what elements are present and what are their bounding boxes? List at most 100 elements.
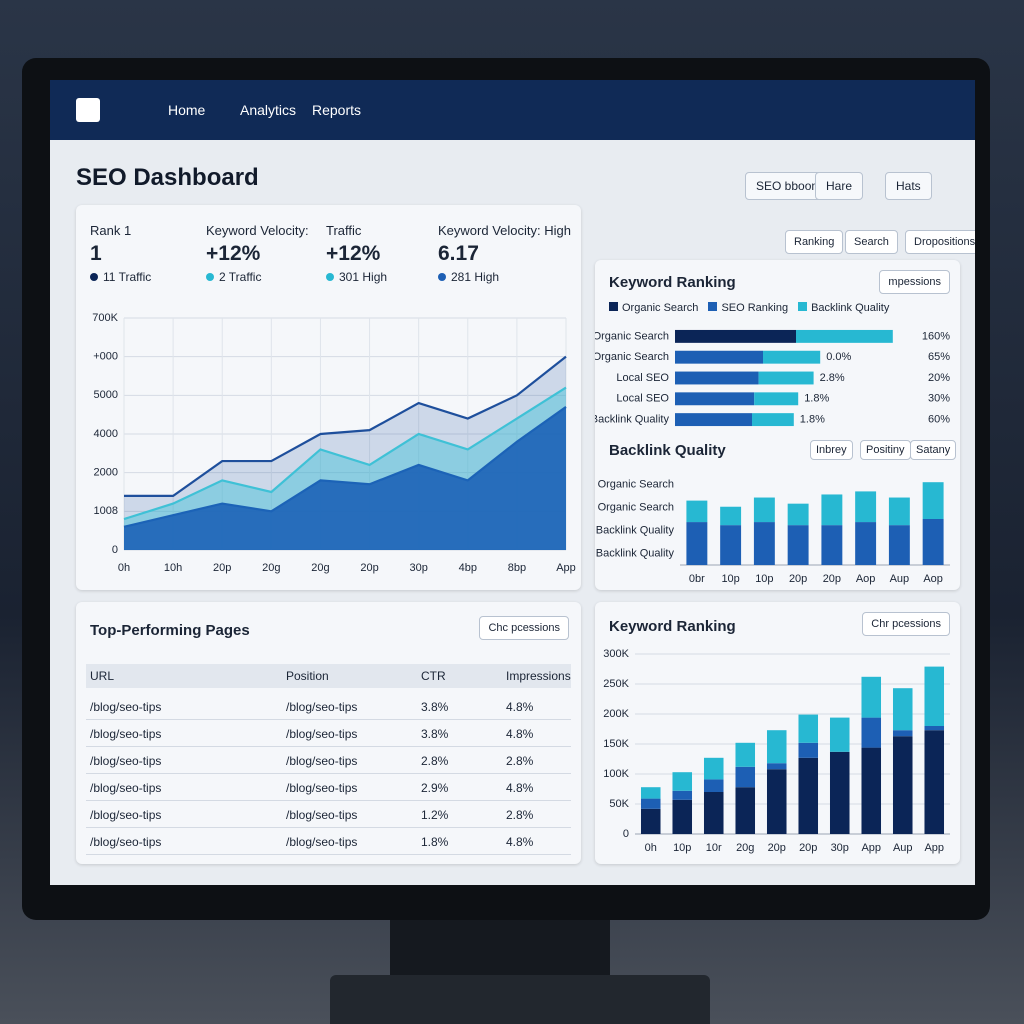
bar-segment — [686, 500, 708, 523]
y-tick-label: +000 — [93, 351, 118, 363]
table-cell: /blog/seo-tips — [286, 781, 358, 795]
nav-item[interactable]: Home — [168, 102, 206, 118]
nav-bar: Home Analytics Reports — [50, 80, 975, 140]
row-divider — [86, 827, 571, 828]
side-label: 65% — [928, 351, 950, 363]
side-label: 20% — [928, 372, 950, 384]
table-cell: /blog/seo-tips — [286, 808, 358, 822]
x-tick-label: 10p — [721, 573, 739, 585]
bar-segment — [753, 497, 775, 523]
bar-segment — [703, 792, 724, 834]
kpi-sub: 2 Traffic — [206, 270, 309, 284]
option-button[interactable]: Positiny — [860, 440, 911, 460]
table-cell: 2.8% — [506, 808, 534, 822]
x-tick-label: Aup — [893, 842, 913, 854]
y-tick-label: Backlink Quality — [595, 414, 669, 426]
side-label: 160% — [922, 330, 950, 342]
bar-segment — [672, 772, 693, 791]
kpi-dot — [438, 273, 446, 281]
bar-label: 1.8% — [804, 393, 829, 405]
x-tick-label: 0h — [645, 842, 657, 854]
bar-segment — [861, 676, 882, 718]
x-tick-label: 20p — [799, 842, 817, 854]
filter-dropdown[interactable]: Chc pcessions — [479, 616, 569, 640]
legend-swatch — [609, 302, 618, 311]
table-header-cell: Impressions — [506, 669, 571, 683]
row-label: Organic Search — [598, 478, 674, 490]
row-label: Backlink Quality — [596, 524, 675, 536]
filter-dropdown[interactable]: Chr pcessions — [862, 612, 950, 636]
bar-chart: Organic Search Organic Search Backlink Qua… — [596, 478, 950, 585]
kpi-sub: 301 High — [326, 270, 387, 284]
option-button[interactable]: Satany — [910, 440, 957, 460]
table-cell: /blog/seo-tips — [90, 835, 162, 849]
bar-segment — [672, 790, 693, 800]
kpi-sub: 11 Traffic — [90, 270, 151, 284]
stacked-bar-chart: 0 50K 100K 150K 200K 250K 300K 0h 10p 10r 20g 20p 20… — [603, 648, 950, 854]
table-cell: 4.8% — [506, 781, 534, 795]
table-cell: /blog/seo-tips — [90, 700, 162, 714]
y-tick-label: 300K — [603, 648, 629, 660]
y-tick-label: 150K — [603, 738, 629, 750]
bar-segment — [766, 730, 787, 764]
bar-segment — [735, 787, 756, 834]
filter-dropdown[interactable]: mpessions — [879, 270, 950, 294]
y-tick-label: Local SEO — [616, 372, 669, 384]
bar-label: 1.8% — [800, 414, 825, 426]
option-button[interactable]: Inbrey — [810, 440, 853, 460]
nav-item[interactable]: Analytics — [240, 102, 297, 118]
bar-segment — [763, 350, 821, 364]
monitor-base — [330, 975, 710, 1024]
y-tick-label: 0 — [623, 828, 629, 840]
toolbar-button[interactable]: Search — [845, 230, 898, 254]
line — [124, 355, 567, 497]
bar-segment — [675, 350, 763, 364]
table-cell: /blog/seo-tips — [286, 727, 358, 741]
legend-label: Backlink Quality — [811, 302, 890, 314]
x-tick-label: 20g — [736, 842, 754, 854]
table-cell: /blog/seo-tips — [286, 754, 358, 768]
bar-segment — [787, 503, 809, 526]
screen: Home Analytics Reports SEO Dashboard SEO b… — [50, 80, 975, 885]
bar-segment — [766, 769, 787, 834]
side-label: 30% — [928, 393, 950, 405]
bar-segment — [922, 482, 944, 519]
kpi-sub-text: 2 Traffic — [219, 270, 262, 284]
row-label: Backlink Quality — [596, 547, 675, 559]
legend-entry: Backlink Quality — [798, 302, 889, 314]
kpi-dot — [326, 273, 334, 281]
x-tick-label: 20p — [360, 562, 378, 574]
table-cell: /blog/seo-tips — [90, 781, 162, 795]
nav-item[interactable]: Reports — [312, 102, 362, 118]
header-control[interactable]: Hare — [815, 172, 864, 200]
kpi-value: 1 — [90, 242, 102, 265]
table-cell: 4.8% — [506, 727, 534, 741]
row-divider — [86, 719, 571, 720]
row-divider — [86, 746, 571, 747]
bar-segment — [686, 522, 708, 565]
row-divider — [86, 800, 571, 801]
bar-label: 0.0% — [826, 351, 851, 363]
y-tick-label: 2000 — [94, 467, 118, 479]
kpi-label: Traffic — [326, 223, 362, 238]
bar-segment — [892, 688, 913, 731]
table-cell: 3.8% — [421, 727, 449, 741]
bar-segment — [796, 329, 893, 343]
y-tick-label: 200K — [603, 708, 629, 720]
logo[interactable] — [76, 98, 100, 122]
toolbar-button[interactable]: Dropositions — [905, 230, 975, 254]
table-card: Top-Performing Pages Chc pcessions URL Po… — [76, 602, 581, 864]
kpi: Keyword Velocity: High 6.17 281 High — [438, 223, 571, 284]
toolbar-button[interactable]: Ranking — [785, 230, 844, 254]
bar-segment — [675, 392, 755, 406]
kpi-value: +12% — [206, 242, 261, 265]
line — [123, 386, 567, 521]
bar-segment — [892, 730, 913, 737]
hbar-chart: Organic Search 160% Organic Search 0.0% 65% L… — [595, 329, 950, 427]
header-control[interactable]: Hats — [885, 172, 932, 200]
traffic-card: 0 1008 2000 4000 5000 +000 700K 0h 10h 20p 20g 20g 2… — [76, 205, 581, 590]
y-tick-label: 50K — [609, 798, 629, 810]
bar-segment — [672, 799, 693, 834]
bar-segment — [735, 766, 756, 788]
kpi-value: +12% — [326, 242, 381, 265]
